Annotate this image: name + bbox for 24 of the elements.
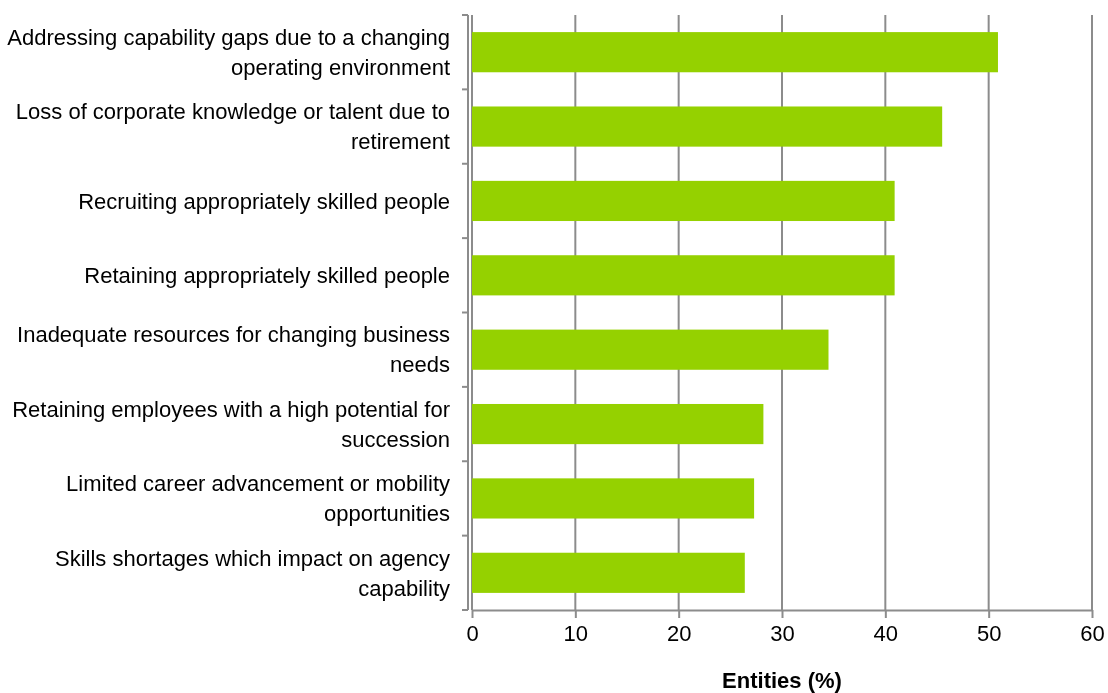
x-tick-label: 40 [873,620,899,646]
bar [472,329,829,370]
x-tick-label: 20 [666,620,692,646]
bar [472,255,895,296]
x-tick-label: 60 [1080,620,1105,646]
x-tick-label: 50 [976,620,1002,646]
y-tick-label: Retaining employees with a high potential for succession [12,396,450,452]
bar [472,552,745,593]
bar [472,106,943,147]
bar [472,478,755,519]
y-tick-label: Addressing capability gaps due to a changing operating environment [7,24,450,80]
x-tick-label: 10 [563,620,589,646]
y-tick-label: Inadequate resources for changing business needs [17,322,450,378]
y-tick-label: Recruiting appropriately skilled people [78,188,450,214]
y-tick-label: Skills shortages which impact on agency capability [55,545,450,601]
y-tick-label: Limited career advancement or mobility opportunities [66,471,450,527]
y-tick-label: Retaining appropriately skilled people [84,263,450,289]
x-axis-title: Entities (%) [722,668,842,693]
y-tick-label: Loss of corporate knowledge or talent due to retirement [15,99,450,155]
bar [472,403,764,445]
x-tick-label: 30 [770,620,795,646]
bar [472,32,998,73]
x-tick-label: 0 [466,620,479,646]
bar [472,180,895,222]
